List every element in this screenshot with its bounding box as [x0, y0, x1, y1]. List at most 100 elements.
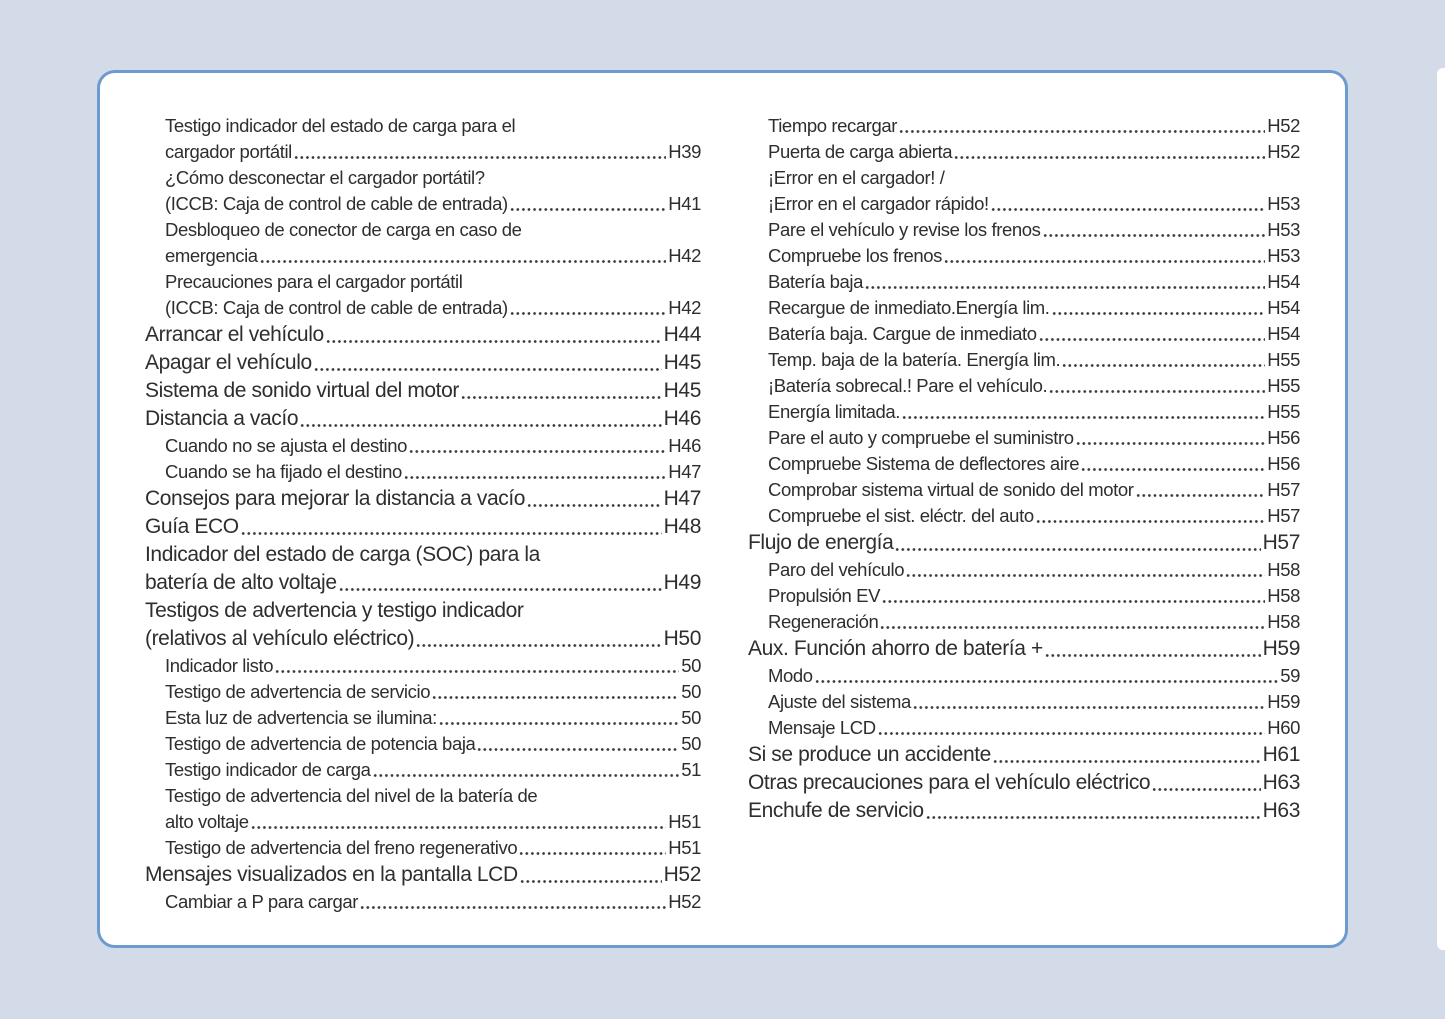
toc-entry-title: Guía ECO [145, 515, 239, 538]
toc-entry-line: Regeneración H58 [768, 609, 1300, 635]
dot-leader [882, 583, 1266, 609]
toc-entry-line: Compruebe los frenos H53 [768, 243, 1300, 269]
toc-entry: Compruebe Sistema de deflectores aire H56 [748, 451, 1300, 477]
toc-page-number: H51 [668, 837, 701, 858]
toc-entry-title: Mensajes visualizados en la pantalla LCD [145, 863, 518, 886]
dot-leader [338, 569, 662, 597]
dot-leader [895, 529, 1261, 557]
dot-leader [432, 679, 680, 705]
toc-entry: Cambiar a P para cargar H52 [145, 889, 701, 915]
toc-entry-line: Testigo de advertencia del nivel de la b… [165, 783, 701, 809]
toc-page-number: H55 [1267, 401, 1300, 422]
dot-leader [409, 433, 667, 459]
toc-page-number: H61 [1262, 743, 1301, 766]
toc-entry-title: Testigo de advertencia del nivel de la b… [165, 785, 538, 806]
toc-entry-line: Precauciones para el cargador portátil [165, 269, 701, 295]
dot-leader [1051, 295, 1266, 321]
toc-page-number: H54 [1267, 297, 1300, 318]
toc-entry-title: alto voltaje [165, 811, 249, 832]
toc-entry: Mensajes visualizados en la pantalla LCD… [145, 861, 701, 889]
toc-entry-title: Propulsión EV [768, 585, 881, 606]
toc-page-number: H55 [1267, 349, 1300, 370]
toc-entry-line: Batería baja. Cargue de inmediato H54 [768, 321, 1300, 347]
toc-entry: Recargue de inmediato.Energía lim. H54 [748, 295, 1300, 321]
toc-entry-title: ¿Cómo desconectar el cargador portátil? [165, 167, 485, 188]
toc-page-number: H50 [663, 627, 702, 650]
toc-page-number: H57 [1262, 531, 1301, 554]
toc-page-number: H42 [668, 297, 701, 318]
toc-entry-line: ¡Batería sobrecal.! Pare el vehículo. H55 [768, 373, 1300, 399]
toc-entry-line: cargador portátil H39 [165, 139, 701, 165]
toc-page-number: H45 [663, 379, 702, 402]
toc-entry-title: Pare el vehículo y revise los frenos [768, 219, 1041, 240]
dot-leader [1042, 217, 1266, 243]
toc-entry: Testigo indicador del estado de carga pa… [145, 113, 701, 165]
toc-entry-title: Testigo indicador del estado de carga pa… [165, 115, 516, 136]
dot-leader [461, 377, 662, 405]
toc-entry-title: Batería baja. Cargue de inmediato [768, 323, 1037, 344]
dot-leader [509, 191, 667, 217]
toc-entry-line: batería de alto voltaje H49 [145, 569, 701, 597]
toc-entry-title: Cambiar a P para cargar [165, 891, 359, 912]
dot-leader [527, 485, 662, 513]
toc-entry-title: Enchufe de servicio [748, 799, 924, 822]
toc-entry-title: ¡Error en el cargador! / [768, 167, 945, 188]
toc-entry: Precauciones para el cargador portátil (I… [145, 269, 701, 321]
dot-leader [864, 269, 1266, 295]
toc-entry: Testigo de advertencia del nivel de la b… [145, 783, 701, 835]
toc-entry: Ajuste del sistema H59 [748, 689, 1300, 715]
toc-entry-line: Esta luz de advertencia se ilumina: 50 [165, 705, 701, 731]
toc-entry-line: Puerta de carga abierta H52 [768, 139, 1300, 165]
toc-entry-line: (relativos al vehículo eléctrico) H50 [145, 625, 701, 653]
toc-entry-title: Recargue de inmediato.Energía lim. [768, 297, 1050, 318]
dot-leader [1135, 477, 1266, 503]
toc-page-number: H53 [1267, 219, 1300, 240]
toc-entry-title: Cuando se ha fijado el destino [165, 461, 402, 482]
toc-entry-title: Testigo de advertencia del freno regener… [165, 837, 518, 858]
toc-entry-line: Indicador listo 50 [165, 653, 701, 679]
dot-leader [416, 625, 662, 653]
toc-entry-line: Distancia a vacío H46 [145, 405, 701, 433]
toc-entry-title: Cuando no se ajusta el destino [165, 435, 408, 456]
toc-entry: Sistema de sonido virtual del motor H45 [145, 377, 701, 405]
toc-page-number: H46 [663, 407, 702, 430]
toc-entry-title: Testigo indicador de carga [165, 759, 371, 780]
toc-entry: ¿Cómo desconectar el cargador portátil? (… [145, 165, 701, 217]
toc-entry-title: Puerta de carga abierta [768, 141, 953, 162]
toc-entry: ¡Batería sobrecal.! Pare el vehículo. H55 [748, 373, 1300, 399]
dot-leader [360, 889, 667, 915]
toc-entry: Aux. Función ahorro de batería + H59 [748, 635, 1300, 663]
toc-page-number: H47 [668, 461, 701, 482]
dot-leader [509, 295, 667, 321]
toc-entry-line: Mensaje LCD H60 [768, 715, 1300, 741]
toc-entry: Paro del vehículo H58 [748, 557, 1300, 583]
toc-entry: Puerta de carga abierta H52 [748, 139, 1300, 165]
toc-entry-line: Mensajes visualizados en la pantalla LCD… [145, 861, 701, 889]
toc-entry-title: Testigo de advertencia de potencia baja [165, 733, 476, 754]
toc-entry-line: Cuando no se ajusta el destino H46 [165, 433, 701, 459]
toc-entry-title: Compruebe los frenos [768, 245, 943, 266]
toc-entry-line: Comprobar sistema virtual de sonido del … [768, 477, 1300, 503]
toc-entry-line: ¿Cómo desconectar el cargador portátil? [165, 165, 701, 191]
dot-leader [814, 663, 1279, 689]
toc-page-number: H60 [1267, 717, 1300, 738]
dot-leader [944, 243, 1266, 269]
toc-entry-title: (ICCB: Caja de control de cable de entra… [165, 193, 508, 214]
toc-entry-title: cargador portátil [165, 141, 292, 162]
toc-entry: Arrancar el vehículo H44 [145, 321, 701, 349]
toc-page-number: H45 [663, 351, 702, 374]
toc-page-number: H54 [1267, 271, 1300, 292]
toc-entry-line: Compruebe el sist. eléctr. del auto H57 [768, 503, 1300, 529]
toc-entry-line: Consejos para mejorar la distancia a vac… [145, 485, 701, 513]
dot-leader [240, 513, 662, 541]
dot-leader [1075, 425, 1266, 451]
dot-leader [519, 835, 667, 861]
toc-page-number: H58 [1267, 585, 1300, 606]
toc-entry-line: Pare el vehículo y revise los frenos H53 [768, 217, 1300, 243]
toc-entry-line: Ajuste del sistema H59 [768, 689, 1300, 715]
toc-page-number: H44 [663, 323, 702, 346]
toc-entry-title: batería de alto voltaje [145, 571, 337, 594]
toc-page-number: H42 [668, 245, 701, 266]
dot-leader [519, 861, 662, 889]
